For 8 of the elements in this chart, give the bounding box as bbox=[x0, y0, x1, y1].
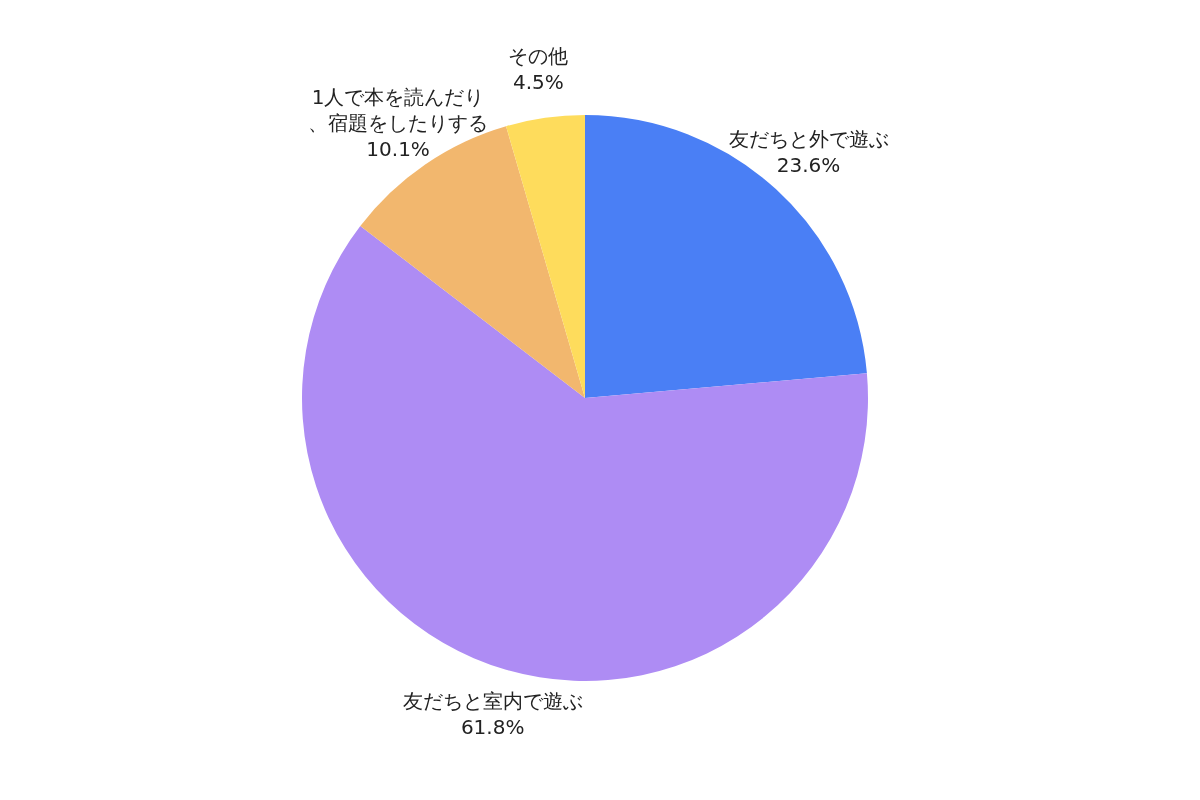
slice-label: 1人で本を読んだり、宿題をしたりする bbox=[308, 85, 489, 136]
data-label: 23.6% bbox=[776, 153, 841, 178]
slice-label: 友だちと外で遊ぶ bbox=[728, 127, 889, 152]
slice-label: その他 bbox=[508, 43, 569, 68]
data-label: 10.1% bbox=[366, 137, 430, 162]
data-label: 61.8% bbox=[460, 715, 525, 740]
data-label: 4.5% bbox=[512, 69, 564, 94]
slice-label: 友だちと室内で遊ぶ bbox=[402, 689, 583, 714]
